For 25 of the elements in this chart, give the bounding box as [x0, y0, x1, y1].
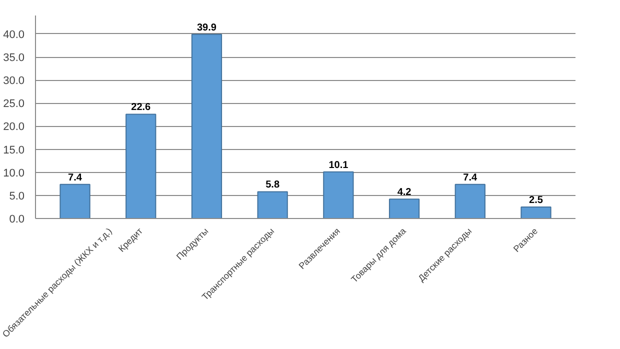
data-label: 4.2 — [397, 187, 412, 198]
bar — [323, 171, 354, 218]
data-label: 7.4 — [68, 172, 82, 184]
data-label: 39.9 — [196, 22, 217, 34]
data-label: 2.5 — [529, 194, 544, 206]
bar — [60, 184, 90, 218]
y-tick-label: 40.0 — [3, 28, 25, 41]
bar — [126, 114, 156, 218]
data-label: 5.8 — [266, 180, 280, 191]
data-label: 7.4 — [463, 172, 478, 184]
y-tick-label: 20.0 — [3, 121, 25, 134]
bar — [388, 198, 420, 218]
y-tick-label: 30.0 — [3, 75, 25, 88]
y-tick-label: 35.0 — [3, 52, 25, 64]
bar — [257, 191, 288, 218]
bar — [191, 34, 222, 218]
y-tick-label: 25.0 — [3, 98, 25, 110]
y-tick-label: 10.0 — [3, 167, 25, 180]
data-label: 10.1 — [328, 160, 349, 171]
y-tick-label: 0.0 — [9, 214, 25, 226]
y-tick-label: 15.0 — [3, 144, 25, 156]
data-label: 22.6 — [131, 102, 152, 114]
bar — [454, 184, 486, 218]
bar — [520, 206, 552, 218]
y-tick-label: 5.0 — [9, 190, 25, 202]
